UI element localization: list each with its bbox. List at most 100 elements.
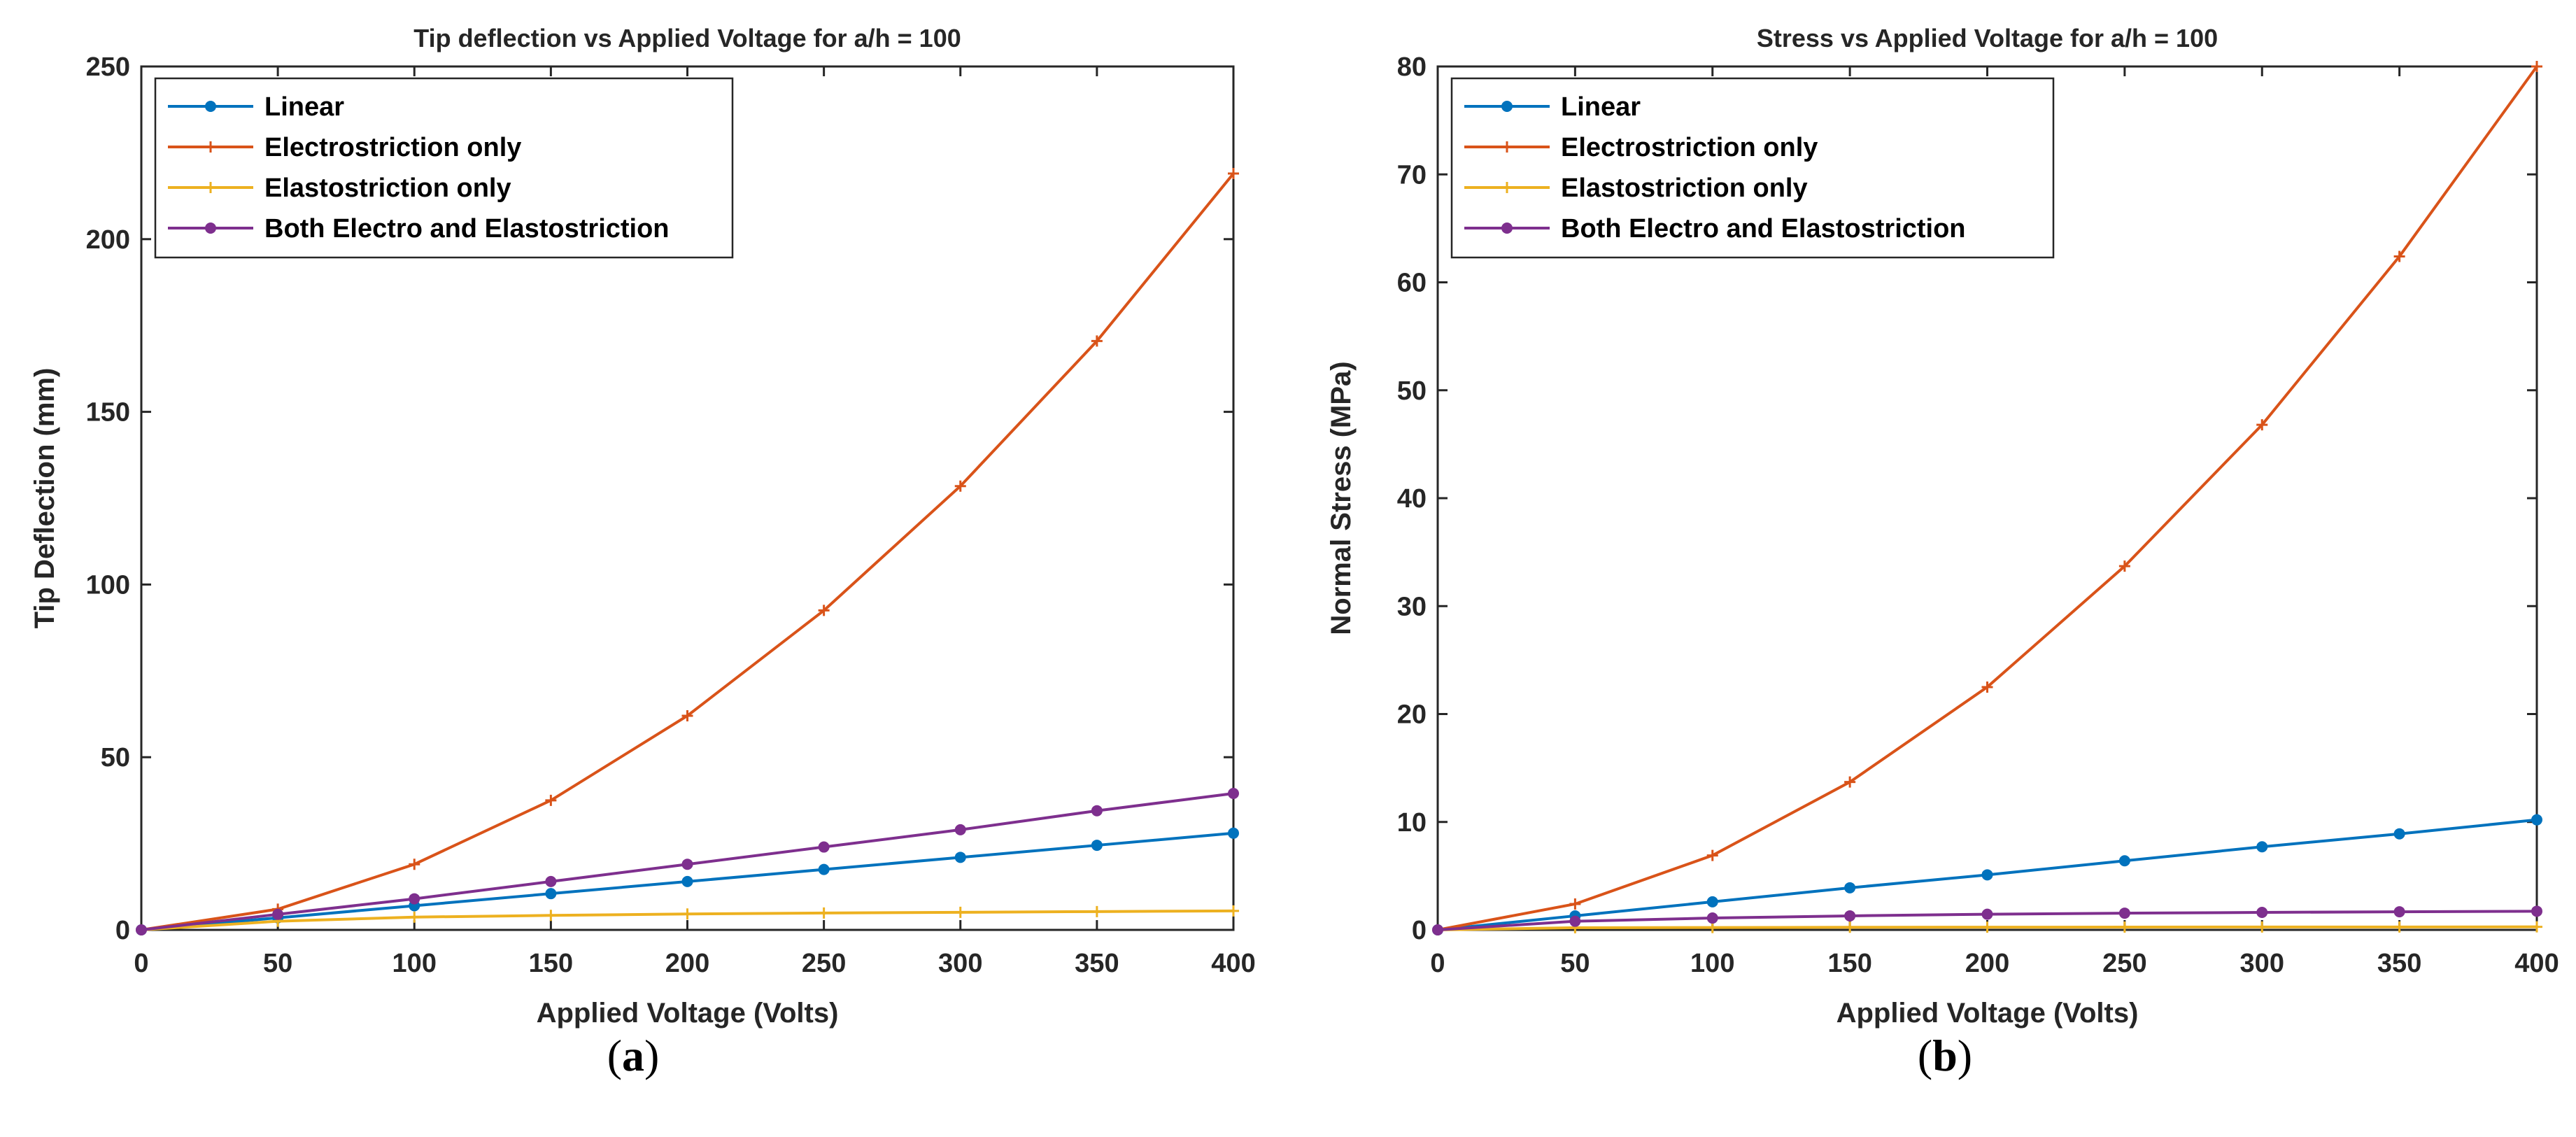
- x-tick-label: 0: [134, 949, 148, 978]
- legend-swatch-marker: [1501, 182, 1513, 193]
- data-point: [2531, 814, 2542, 826]
- series-elasto: [1432, 921, 2542, 935]
- data-point: [545, 875, 557, 887]
- data-point: [1706, 849, 1718, 861]
- data-point: [1844, 882, 1856, 894]
- y-axis-label: Tip Deflection (mm): [29, 368, 60, 629]
- data-point: [681, 709, 693, 721]
- data-point: [818, 907, 830, 919]
- data-point: [409, 859, 420, 870]
- x-tick-label: 350: [2377, 949, 2421, 978]
- data-point: [2118, 908, 2130, 919]
- caption-close: ): [644, 1031, 659, 1080]
- y-tick-label: 80: [1397, 52, 1427, 82]
- x-tick-label: 300: [938, 949, 982, 978]
- y-tick-label: 50: [1397, 376, 1427, 406]
- chart-title: Stress vs Applied Voltage for a/h = 100: [1757, 24, 2218, 52]
- data-point: [818, 863, 830, 875]
- y-tick-label: 70: [1397, 160, 1427, 190]
- data-point: [136, 924, 147, 935]
- data-point: [1228, 788, 1239, 800]
- data-point: [1981, 681, 1993, 693]
- data-point: [545, 794, 557, 806]
- x-tick-label: 100: [1690, 949, 1734, 978]
- x-tick-label: 150: [1827, 949, 1871, 978]
- data-point: [1981, 908, 1993, 920]
- y-tick-label: 0: [115, 916, 130, 945]
- data-point: [954, 824, 966, 835]
- caption-letter: b: [1932, 1031, 1958, 1080]
- data-point: [1091, 840, 1103, 852]
- legend-swatch-marker: [205, 182, 216, 193]
- legend-label: Both Electro and Elastostriction: [264, 214, 670, 243]
- legend-swatch-marker: [205, 101, 216, 112]
- y-tick-label: 150: [86, 398, 130, 428]
- data-point: [681, 859, 693, 870]
- data-point: [2118, 855, 2130, 867]
- chart-title: Tip deflection vs Applied Voltage for a/…: [413, 24, 961, 52]
- data-point: [2256, 907, 2268, 919]
- x-tick-label: 350: [1075, 949, 1119, 978]
- data-point: [409, 893, 420, 905]
- legend: Linear Electrostriction only Elastostricti…: [154, 77, 734, 259]
- data-point: [1981, 869, 1993, 881]
- legend-label: Linear: [264, 92, 344, 122]
- legend-label: Linear: [1561, 92, 1641, 122]
- legend-swatch-marker: [1501, 141, 1513, 153]
- y-tick-label: 40: [1397, 484, 1427, 514]
- data-point: [409, 911, 420, 923]
- data-point: [681, 908, 693, 920]
- x-tick-label: 0: [1430, 949, 1445, 978]
- data-point: [545, 910, 557, 921]
- y-tick-label: 250: [86, 52, 130, 82]
- x-axis-label: Applied Voltage (Volts): [537, 998, 839, 1029]
- legend-label: Elastostriction only: [1561, 174, 1808, 203]
- data-point: [1706, 921, 1718, 933]
- data-point: [2393, 828, 2405, 840]
- data-point: [1569, 898, 1581, 910]
- data-point: [1706, 896, 1718, 908]
- data-point: [1432, 924, 1443, 935]
- series-both: [1432, 905, 2542, 935]
- data-point: [954, 852, 966, 863]
- y-tick-label: 10: [1397, 808, 1427, 838]
- legend-swatch-marker: [205, 223, 216, 234]
- series-electro: [1432, 61, 2542, 935]
- data-point: [545, 888, 557, 900]
- caption-letter: a: [622, 1031, 644, 1080]
- data-point: [954, 906, 966, 918]
- legend-swatch-marker: [1501, 101, 1513, 112]
- data-point: [1091, 805, 1103, 817]
- data-point: [954, 480, 966, 492]
- data-point: [2256, 841, 2268, 853]
- legend-label: Both Electro and Elastostriction: [1561, 214, 1966, 243]
- data-point: [2256, 419, 2268, 431]
- legend-label: Elastostriction only: [264, 174, 511, 203]
- data-point: [1706, 912, 1718, 924]
- data-point: [1228, 827, 1239, 839]
- caption-close: ): [1958, 1031, 1972, 1080]
- y-tick-label: 200: [86, 225, 130, 255]
- data-point: [1844, 776, 1856, 788]
- data-point: [818, 605, 830, 616]
- data-point: [2118, 921, 2130, 933]
- data-point: [1844, 910, 1856, 921]
- data-point: [1228, 905, 1239, 917]
- data-point: [2531, 905, 2542, 917]
- legend-box: [1450, 77, 2055, 259]
- chart-b: 0 50 100 150 200 250 300 350 400 0 10 20 30 40 50 60 70 8…: [1326, 24, 2559, 1080]
- legend-label: Electrostriction only: [1561, 133, 1818, 162]
- x-tick-label: 50: [263, 949, 292, 978]
- data-point: [1569, 915, 1581, 927]
- data-point: [2393, 921, 2405, 933]
- data-point: [1091, 335, 1103, 347]
- x-tick-label: 400: [1211, 949, 1255, 978]
- x-tick-label: 200: [665, 949, 709, 978]
- x-tick-label: 250: [2102, 949, 2146, 978]
- y-tick-label: 60: [1397, 269, 1427, 298]
- caption-open: (: [607, 1031, 622, 1080]
- legend-swatch-marker: [205, 141, 216, 153]
- data-point: [272, 908, 284, 920]
- y-tick-label: 50: [101, 743, 130, 772]
